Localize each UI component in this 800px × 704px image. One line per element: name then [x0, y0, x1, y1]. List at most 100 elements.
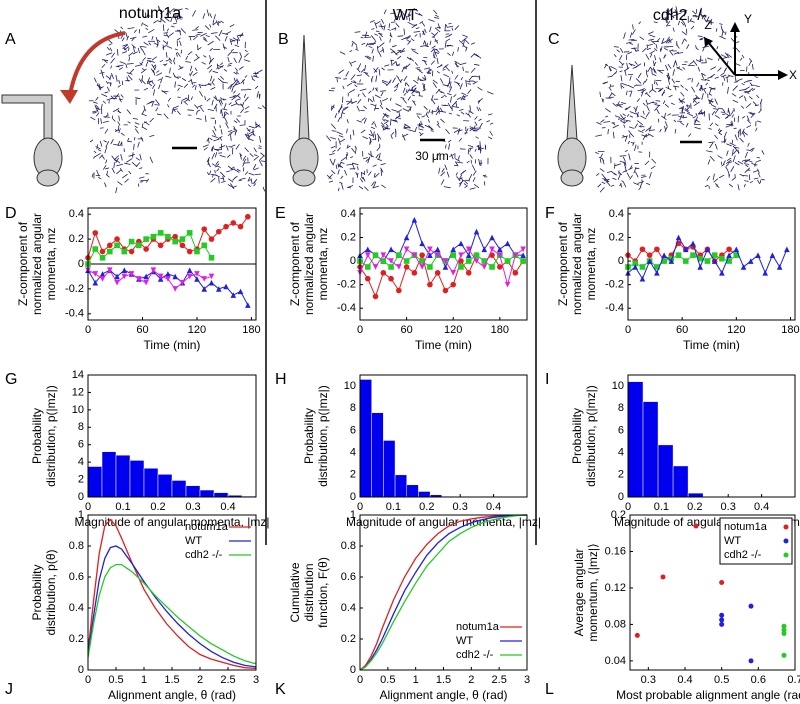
marker: [755, 252, 761, 258]
track: [713, 108, 718, 110]
track: [253, 154, 258, 157]
track: [253, 167, 259, 171]
track: [248, 138, 254, 141]
track: [460, 77, 463, 81]
track: [700, 85, 703, 90]
track: [166, 28, 169, 32]
marker: [194, 248, 200, 255]
track: [403, 124, 406, 128]
track: [128, 52, 134, 57]
track: [346, 163, 354, 166]
track: [247, 88, 252, 91]
track: [383, 9, 387, 15]
track: [260, 152, 265, 157]
track: [363, 105, 367, 110]
track: [414, 126, 418, 133]
track: [142, 126, 148, 131]
track: [378, 152, 381, 158]
track: [674, 9, 678, 14]
track: [209, 57, 215, 64]
track: [148, 59, 155, 63]
track: [423, 56, 428, 59]
track: [95, 146, 101, 150]
bar: [406, 484, 419, 498]
track: [376, 146, 381, 152]
marker: [150, 267, 157, 274]
track: [626, 114, 630, 117]
bar: [687, 492, 704, 498]
track: [185, 55, 189, 61]
track: [398, 111, 401, 118]
marker: [497, 246, 503, 253]
marker: [661, 258, 667, 264]
track: [226, 170, 231, 173]
track: [190, 78, 194, 85]
track: [103, 140, 107, 143]
y-tick-label: 0.2: [611, 509, 626, 521]
x-axis-label: Time (min): [683, 338, 740, 352]
track: [418, 70, 424, 74]
track: [622, 170, 628, 173]
marker: [372, 264, 379, 270]
track: [415, 90, 420, 93]
track: [96, 108, 99, 113]
track: [629, 115, 634, 118]
track: [219, 145, 226, 149]
track: [628, 38, 635, 41]
track: [227, 133, 233, 136]
track: [627, 51, 633, 55]
track: [668, 94, 673, 98]
track: [721, 28, 725, 34]
track: [360, 176, 365, 180]
track: [644, 160, 650, 166]
track: [405, 16, 408, 21]
track: [181, 98, 187, 101]
track: [245, 134, 250, 140]
track: [619, 55, 623, 61]
track: [677, 20, 681, 26]
track: [374, 87, 378, 92]
track: [417, 76, 419, 82]
track: [602, 81, 609, 84]
track: [356, 74, 363, 77]
track: [141, 49, 146, 56]
track: [477, 86, 483, 91]
track: [482, 174, 487, 177]
track: [403, 28, 406, 36]
axis-letter: X: [789, 68, 797, 82]
track: [701, 14, 704, 20]
track: [339, 51, 346, 55]
track: [755, 159, 762, 163]
track: [101, 63, 106, 69]
track: [230, 103, 238, 107]
y-tick-label: -0.4: [337, 302, 356, 314]
track: [336, 131, 343, 135]
track: [599, 158, 602, 163]
track: [256, 69, 263, 74]
track: [213, 126, 217, 132]
track: [328, 180, 334, 183]
track: [370, 150, 372, 158]
track: [211, 78, 215, 83]
track: [407, 40, 412, 45]
marker: [172, 286, 178, 292]
track: [454, 74, 459, 80]
track: [244, 49, 248, 53]
marker: [201, 226, 208, 232]
track: [235, 71, 239, 75]
track: [167, 97, 171, 102]
marker: [157, 242, 164, 249]
track: [151, 101, 154, 107]
track: [233, 77, 236, 82]
marker: [711, 258, 718, 264]
track: [141, 123, 144, 128]
track: [706, 16, 710, 23]
track: [469, 154, 473, 159]
marker: [776, 264, 783, 270]
x-tick-label: 0: [357, 674, 363, 686]
track: [163, 32, 169, 34]
marker: [661, 252, 667, 258]
track: [757, 173, 761, 178]
track: [723, 76, 726, 81]
